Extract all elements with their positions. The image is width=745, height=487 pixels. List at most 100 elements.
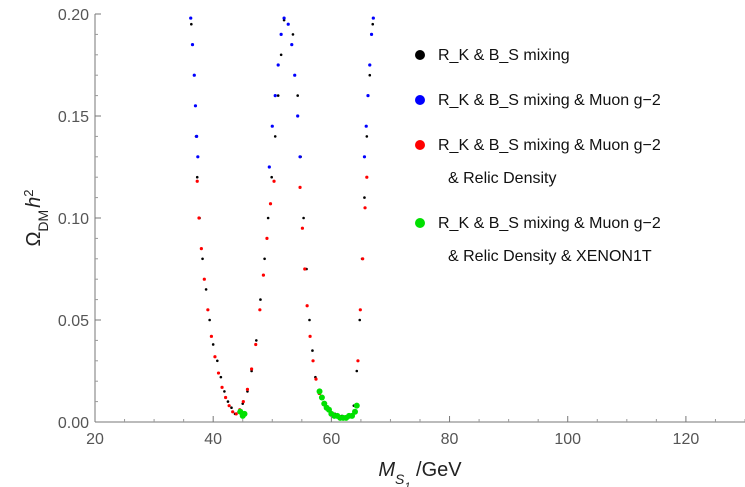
- data-point: [296, 114, 300, 118]
- data-point: [365, 175, 369, 179]
- data-point: [192, 73, 196, 77]
- data-point: [272, 179, 276, 183]
- data-point: [196, 155, 200, 159]
- legend-marker: [415, 50, 425, 60]
- data-point: [308, 334, 312, 338]
- x-tick-label: 40: [204, 431, 222, 448]
- x-tick-label: 80: [441, 431, 459, 448]
- y-tick-label: 0.20: [58, 7, 89, 24]
- legend-entry-text: R_K & B_S mixing & Muon g−2: [438, 215, 661, 232]
- data-point: [226, 400, 230, 403]
- data-points-layer: [189, 16, 375, 421]
- data-point: [293, 73, 297, 77]
- data-point: [261, 273, 266, 277]
- data-point: [195, 175, 199, 179]
- data-point: [363, 206, 367, 210]
- data-point: [259, 298, 262, 301]
- data-point: [276, 94, 280, 97]
- data-point: [216, 371, 221, 375]
- data-point: [258, 308, 262, 312]
- data-point: [361, 257, 365, 261]
- y-tick-label: 0.15: [58, 109, 89, 126]
- legend-entry-text: & Relic Density: [448, 170, 556, 187]
- x-tick-label: 100: [554, 431, 581, 448]
- data-point: [365, 135, 369, 138]
- data-point: [270, 175, 273, 179]
- data-point: [268, 202, 273, 206]
- data-point: [189, 16, 193, 20]
- data-point: [300, 226, 305, 230]
- data-point: [199, 247, 203, 251]
- data-point: [208, 318, 211, 322]
- data-point: [197, 216, 201, 220]
- data-point: [303, 267, 307, 271]
- data-point: [193, 104, 198, 108]
- data-point: [311, 359, 315, 363]
- data-point: [305, 304, 309, 308]
- data-point: [270, 124, 274, 128]
- data-point: [201, 257, 204, 261]
- data-point: [227, 404, 231, 408]
- data-point: [316, 388, 323, 395]
- axes: 20 40 60 80 100 120 0.00 0.05 0.10 0.15 0.20: [58, 7, 745, 448]
- data-point: [368, 63, 372, 67]
- y-tick-label: 0.05: [58, 313, 89, 330]
- data-point: [308, 318, 311, 322]
- data-point: [209, 334, 214, 338]
- data-point: [279, 32, 283, 37]
- y-axis-title: ΩDMh2: [21, 189, 52, 246]
- data-point: [241, 400, 245, 404]
- legend-entry-text: R_K & B_S mixing & Muon g−2: [438, 92, 661, 109]
- data-point: [204, 288, 208, 291]
- data-point: [195, 179, 199, 183]
- data-point: [282, 16, 286, 20]
- data-point: [276, 63, 280, 67]
- data-point: [213, 355, 217, 359]
- x-axis-title: MS1 /GeV: [378, 459, 462, 487]
- data-point: [190, 43, 195, 47]
- y-tick-label: 0.10: [58, 211, 89, 228]
- y-tick-label: 0.00: [58, 415, 89, 432]
- x-tick-label: 60: [322, 431, 340, 448]
- data-point: [286, 22, 290, 26]
- data-point: [231, 410, 235, 414]
- data-point: [364, 124, 368, 128]
- data-point: [369, 32, 374, 37]
- data-point: [265, 236, 269, 240]
- data-point: [267, 165, 271, 169]
- data-point: [254, 342, 258, 347]
- data-point: [273, 135, 277, 138]
- data-point: [273, 94, 277, 98]
- data-point: [263, 257, 266, 261]
- data-point: [279, 53, 283, 57]
- data-point: [358, 318, 362, 322]
- legend-entry-text: R_K & B_S mixing & Muon g−2: [438, 137, 661, 154]
- data-point: [255, 339, 258, 342]
- data-point: [195, 134, 199, 138]
- legend-marker: [415, 95, 425, 105]
- data-point: [219, 375, 223, 379]
- x-tick-label: 120: [673, 431, 700, 448]
- data-point: [298, 185, 302, 189]
- data-point: [302, 216, 305, 220]
- data-point: [223, 390, 226, 393]
- data-point: [220, 385, 224, 389]
- data-point: [202, 277, 206, 281]
- legend: R_K & B_S mixing R_K & B_S mixing & Muon …: [415, 47, 661, 265]
- data-point: [234, 412, 238, 416]
- data-point: [352, 408, 358, 415]
- data-point: [296, 94, 299, 97]
- data-point: [363, 196, 366, 199]
- data-point: [190, 22, 193, 26]
- legend-marker: [415, 218, 425, 228]
- data-point: [371, 16, 375, 20]
- data-point: [314, 377, 318, 381]
- data-point: [355, 369, 359, 373]
- data-point: [266, 216, 270, 220]
- data-point: [353, 402, 360, 409]
- data-point: [216, 359, 219, 363]
- data-point: [245, 387, 250, 391]
- data-point: [249, 367, 254, 371]
- data-point: [358, 308, 362, 312]
